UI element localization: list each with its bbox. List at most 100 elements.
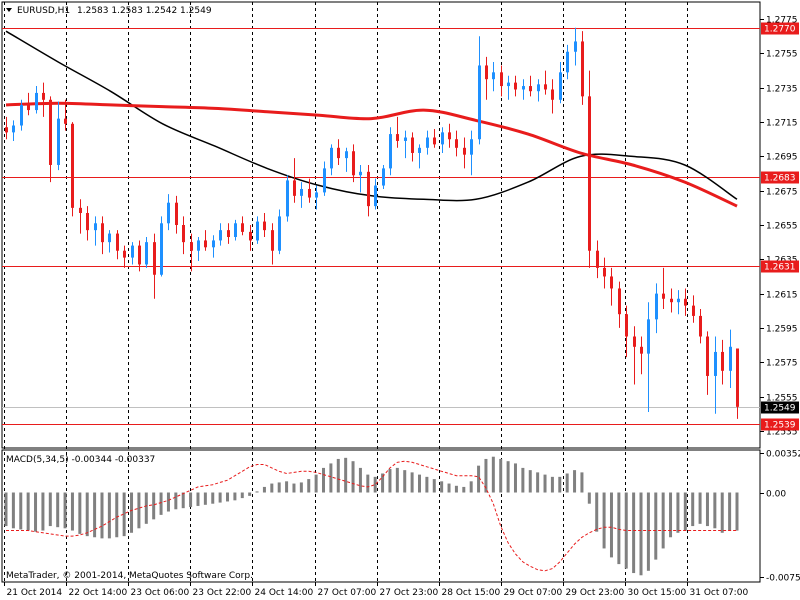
- macd-bar: [34, 492, 38, 532]
- macd-bar: [4, 492, 8, 527]
- level-label-box: [761, 418, 799, 431]
- candle-body: [367, 171, 370, 207]
- macd-bar: [137, 492, 141, 529]
- macd-bar: [477, 465, 481, 493]
- candle-body: [286, 180, 289, 217]
- time-tick-label: 27 Oct 07:00: [318, 588, 377, 598]
- macd-bar: [336, 458, 340, 493]
- moving-averages: [5, 30, 738, 208]
- macd-bar: [373, 476, 377, 493]
- macd-signal-line: [6, 460, 737, 572]
- candle-body: [57, 118, 60, 165]
- candle-body: [647, 319, 650, 354]
- candle-body: [241, 223, 244, 232]
- candle-body: [315, 192, 318, 198]
- macd-bar: [403, 470, 407, 493]
- macd-bar: [558, 476, 562, 493]
- symbol-label: EURUSD,H1: [17, 6, 70, 16]
- macd-bar: [166, 492, 170, 512]
- macd-bar: [48, 492, 52, 527]
- candle-body: [131, 245, 134, 258]
- candle-body: [145, 242, 148, 265]
- candle-body: [588, 96, 591, 251]
- macd-bar: [19, 492, 23, 530]
- macd-bar: [632, 492, 636, 574]
- candle-body: [633, 336, 636, 347]
- macd-bar: [11, 492, 15, 529]
- price-tick-label: 1.2535: [766, 428, 798, 438]
- candle-body: [345, 151, 348, 159]
- candle-body: [537, 84, 540, 92]
- price-axis: 1.2775 1.2755 1.2735 1.2715 1.2695 1.2675 1.26…: [760, 16, 799, 438]
- macd-bar: [565, 473, 569, 493]
- candle-body: [596, 250, 599, 268]
- candle-body: [500, 72, 503, 87]
- macd-bar: [661, 492, 665, 549]
- macd-bar: [728, 492, 732, 531]
- candle-body: [411, 137, 414, 153]
- candlesticks: [5, 27, 739, 419]
- time-tick-label: 23 Oct 22:00: [193, 588, 252, 598]
- macd-tick-label: -0.00757: [766, 574, 800, 584]
- time-tick-label: 29 Oct 07:00: [504, 588, 563, 598]
- candle-body: [108, 233, 111, 243]
- macd-bar: [41, 492, 45, 531]
- macd-tick-label: 0.00: [766, 490, 786, 500]
- macd-bar: [26, 492, 30, 531]
- price-tick-label: 1.2715: [766, 119, 798, 129]
- macd-bar: [159, 492, 163, 515]
- level-label: 1.2631: [764, 263, 796, 273]
- candle-body: [308, 188, 311, 198]
- price-tick-label: 1.2555: [766, 394, 798, 404]
- macd-bar: [506, 461, 510, 493]
- macd-bar: [248, 492, 252, 496]
- macd-bar: [78, 492, 82, 534]
- level-label: 1.2770: [764, 25, 796, 35]
- candle-body: [71, 123, 74, 208]
- candle-body: [706, 336, 709, 376]
- macd-indicator: [4, 456, 739, 576]
- macd-bar: [152, 492, 156, 520]
- candle-body: [153, 242, 156, 275]
- candle-body: [559, 72, 562, 100]
- macd-bar: [292, 483, 296, 493]
- macd-bar: [513, 463, 517, 493]
- macd-bar: [130, 492, 134, 533]
- level-label-box: [761, 171, 799, 184]
- price-tick-label: 1.2675: [766, 188, 798, 198]
- candle-body: [263, 221, 266, 231]
- time-tick-label: 27 Oct 23:00: [380, 588, 439, 598]
- candle-body: [197, 240, 200, 251]
- candle-body: [670, 298, 673, 303]
- dropdown-triangle-icon[interactable]: [6, 8, 12, 12]
- macd-bar: [174, 492, 178, 510]
- candle-body: [470, 139, 473, 155]
- time-tick-label: 21 Oct 2014: [7, 588, 63, 598]
- macd-bar: [56, 492, 60, 528]
- macd-bar: [447, 483, 451, 493]
- time-tick-label: 24 Oct 14:00: [255, 588, 314, 598]
- price-pane[interactable]: [1, 1, 761, 449]
- candle-body: [278, 216, 281, 251]
- candle-body: [736, 348, 739, 407]
- candle-body: [101, 223, 104, 243]
- candle-body: [337, 147, 340, 159]
- macd-bar: [181, 492, 185, 509]
- candle-body: [692, 305, 695, 316]
- candle-body: [249, 231, 252, 241]
- macd-bar: [550, 476, 554, 493]
- candle-body: [492, 72, 495, 80]
- level-label: 1.2539: [764, 421, 796, 431]
- candle-body: [478, 65, 481, 140]
- macd-bar: [432, 479, 436, 493]
- candle-body: [12, 125, 15, 133]
- candle-body: [389, 134, 392, 169]
- macd-bar: [654, 492, 658, 560]
- candle-body: [212, 240, 215, 248]
- macd-bar: [705, 492, 709, 527]
- macd-bar: [233, 492, 237, 501]
- time-tick-label: 28 Oct 15:00: [442, 588, 501, 598]
- price-tick-label: 1.2615: [766, 291, 798, 301]
- macd-bar: [543, 474, 547, 493]
